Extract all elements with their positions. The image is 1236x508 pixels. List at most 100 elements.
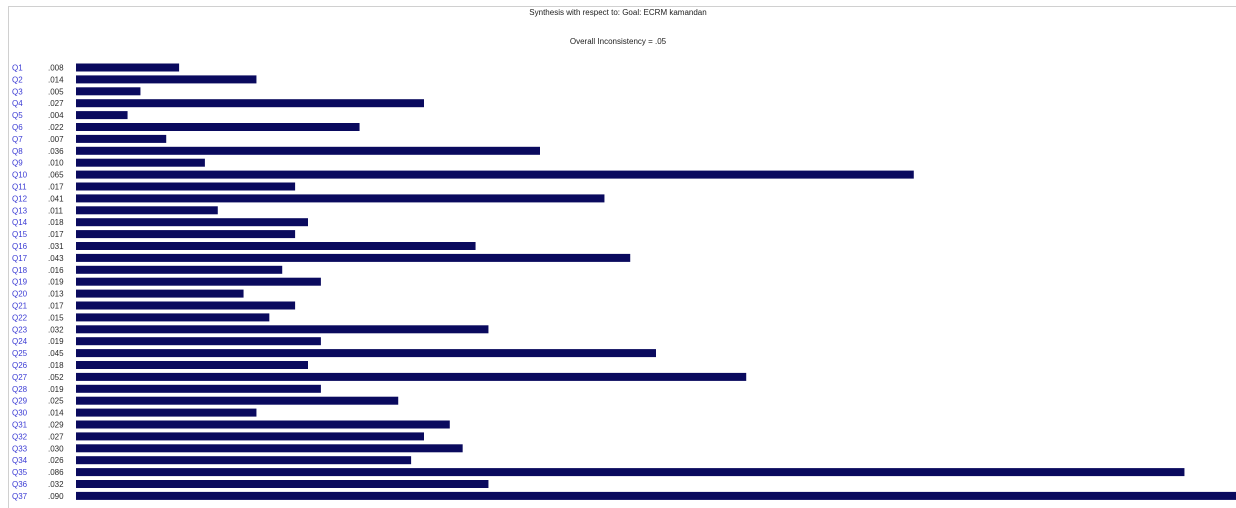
bar-q26 [76, 361, 308, 369]
bar-q1 [76, 63, 180, 72]
bar-q24 [76, 337, 321, 346]
bar-q9 [76, 158, 205, 167]
category-label: Q6 [12, 123, 23, 132]
category-label: Q17 [12, 254, 28, 263]
value-label: .026 [48, 456, 64, 465]
category-label: Q13 [12, 206, 28, 215]
value-label: .019 [48, 337, 64, 346]
value-label: .045 [48, 349, 64, 358]
category-label: Q12 [12, 194, 28, 203]
value-label: .018 [48, 361, 64, 370]
value-label: .022 [48, 123, 64, 132]
value-label: .041 [48, 194, 64, 203]
bar-q23 [76, 325, 489, 334]
value-label: .032 [48, 325, 64, 334]
value-label: .065 [48, 171, 64, 180]
value-label: .019 [48, 385, 64, 394]
value-label: .025 [48, 397, 64, 406]
bar-q19 [76, 277, 321, 286]
value-label: .018 [48, 218, 64, 227]
category-label: Q37 [12, 492, 28, 501]
category-label: Q35 [12, 468, 28, 477]
bar-q18 [76, 265, 283, 274]
value-label: .032 [48, 480, 64, 489]
value-label: .017 [48, 302, 64, 311]
bar-q16 [76, 242, 476, 250]
bar-q13 [76, 206, 218, 215]
value-label: .010 [48, 159, 64, 168]
category-label: Q14 [12, 218, 28, 227]
value-label: .007 [48, 135, 64, 144]
value-label: .004 [48, 111, 64, 120]
category-label: Q31 [12, 421, 28, 430]
category-label: Q5 [12, 111, 23, 120]
bar-q4 [76, 99, 424, 108]
bar-q27 [76, 372, 747, 381]
value-label: .019 [48, 278, 64, 287]
category-label: Q4 [12, 99, 23, 108]
value-label: .013 [48, 290, 64, 299]
category-label: Q34 [12, 456, 28, 465]
bar-q25 [76, 349, 656, 358]
bar-q35 [76, 468, 1185, 477]
value-label: .036 [48, 147, 64, 156]
category-label: Q32 [12, 432, 28, 441]
value-label: .005 [48, 87, 64, 96]
bar-q36 [76, 480, 489, 488]
bar-q28 [76, 384, 321, 393]
chart-subtitle: Overall Inconsistency = .05 [569, 37, 667, 46]
bar-q33 [76, 444, 463, 453]
value-label: .015 [48, 313, 64, 322]
category-label: Q33 [12, 444, 28, 453]
value-label: .016 [48, 266, 64, 275]
value-label: .043 [48, 254, 64, 263]
bar-q37 [76, 491, 1236, 500]
category-label: Q28 [12, 385, 28, 394]
bar-q21 [76, 301, 296, 310]
bar-q15 [76, 230, 296, 239]
category-label: Q23 [12, 325, 28, 334]
category-label: Q21 [12, 302, 28, 311]
value-label: .014 [48, 75, 64, 84]
value-label: .017 [48, 183, 64, 192]
bar-q2 [76, 75, 257, 84]
category-label: Q9 [12, 159, 23, 168]
category-label: Q8 [12, 147, 23, 156]
category-label: Q22 [12, 313, 28, 322]
value-label: .008 [48, 64, 64, 73]
category-label: Q27 [12, 373, 28, 382]
category-label: Q11 [12, 183, 27, 192]
value-label: .011 [48, 206, 64, 215]
bar-q31 [76, 420, 450, 429]
bar-q7 [76, 134, 167, 143]
category-label: Q7 [12, 135, 23, 144]
category-label: Q3 [12, 87, 23, 96]
category-label: Q19 [12, 278, 28, 287]
value-label: .017 [48, 230, 64, 239]
bar-q30 [76, 408, 257, 417]
bar-q22 [76, 313, 270, 322]
category-label: Q18 [12, 266, 28, 275]
value-label: .014 [48, 409, 64, 418]
bar-q8 [76, 146, 540, 155]
bar-q32 [76, 432, 424, 441]
value-label: .052 [48, 373, 64, 382]
category-label: Q25 [12, 349, 28, 358]
bar-q29 [76, 396, 399, 405]
category-label: Q16 [12, 242, 28, 251]
bar-q3 [76, 87, 141, 96]
chart-frame [8, 6, 1236, 508]
bar-q20 [76, 289, 244, 298]
bar-q17 [76, 253, 631, 262]
value-label: .090 [48, 492, 64, 501]
category-label: Q24 [12, 337, 28, 346]
value-label: .029 [48, 421, 64, 430]
category-label: Q15 [12, 230, 28, 239]
category-label: Q30 [12, 409, 28, 418]
value-label: .031 [48, 242, 64, 251]
bar-q10 [76, 170, 914, 179]
bar-q6 [76, 123, 360, 131]
category-label: Q20 [12, 290, 28, 299]
chart-title: Synthesis with respect to: Goal: ECRM ka… [529, 8, 707, 17]
